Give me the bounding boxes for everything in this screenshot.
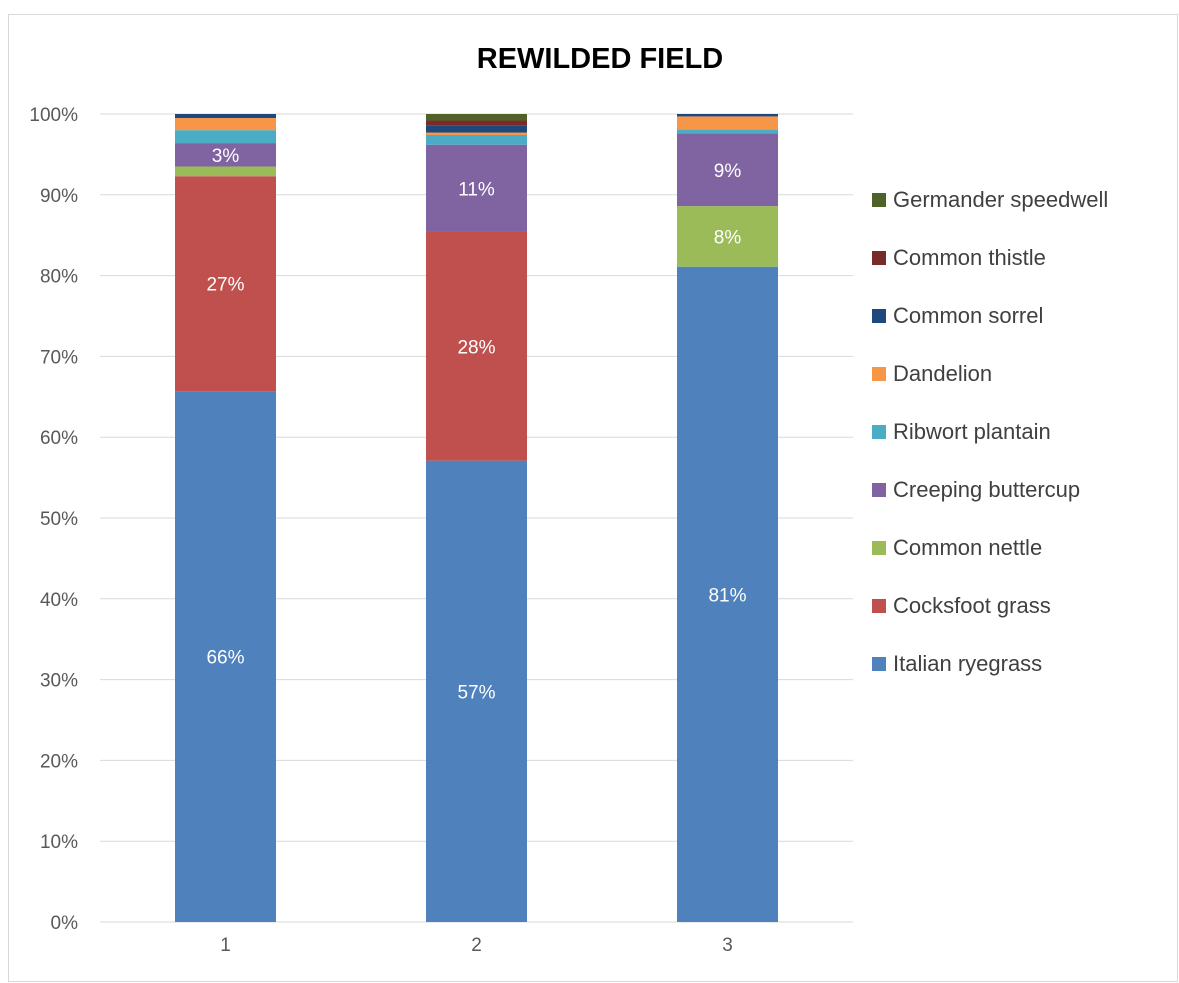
legend-label: Dandelion [893, 361, 993, 386]
legend-swatch [872, 541, 886, 555]
y-tick-label: 40% [40, 590, 78, 611]
legend-swatch [872, 425, 886, 439]
y-tick-label: 80% [40, 267, 78, 288]
legend-swatch [872, 657, 886, 671]
bar-segment [426, 120, 527, 126]
legend-swatch [872, 193, 886, 207]
bar-segment [426, 114, 527, 121]
legend-item: Dandelion [872, 359, 992, 389]
bar-segment [677, 266, 778, 922]
legend-item: Cocksfoot grass [872, 591, 1051, 621]
bar-segment [175, 114, 276, 119]
bar-segment [677, 114, 778, 117]
legend-item: Common thistle [872, 243, 1046, 273]
bar-segment [426, 460, 527, 922]
bar-segment [677, 133, 778, 207]
bar-segment [426, 231, 527, 461]
bar-segment [175, 143, 276, 167]
bar-segment [677, 129, 778, 134]
y-tick-label: 70% [40, 347, 78, 368]
y-tick-label: 100% [29, 105, 78, 126]
y-tick-label: 90% [40, 186, 78, 207]
legend-item: Ribwort plantain [872, 417, 1051, 447]
data-label: 27% [206, 275, 244, 296]
legend-label: Common thistle [893, 245, 1046, 270]
legend-item: Germander speedwell [872, 185, 1108, 215]
legend-label: Cocksfoot grass [893, 593, 1051, 618]
data-label: 11% [458, 179, 495, 200]
data-label: 9% [714, 161, 742, 182]
legend-label: Creeping buttercup [893, 477, 1081, 502]
legend-item: Italian ryegrass [872, 649, 1042, 679]
bar-segment [426, 132, 527, 136]
legend-swatch [872, 367, 886, 381]
bar-segment [677, 206, 778, 267]
legend-swatch [872, 483, 886, 497]
bar-segment [175, 176, 276, 392]
y-tick-label: 10% [40, 832, 78, 853]
legend-label: Common nettle [893, 535, 1043, 560]
bar-segment [175, 166, 276, 177]
bar-segment [175, 391, 276, 922]
legend-swatch [872, 309, 886, 323]
data-label: 28% [457, 337, 495, 358]
x-tick-label: 1 [220, 935, 231, 956]
y-tick-label: 30% [40, 671, 78, 692]
x-tick-label: 3 [722, 935, 733, 956]
y-tick-label: 20% [40, 751, 78, 772]
y-tick-label: 50% [40, 509, 78, 530]
legend-item: Common sorrel [872, 301, 1043, 331]
data-label: 3% [212, 146, 240, 167]
data-label: 66% [206, 648, 244, 669]
legend-swatch [872, 251, 886, 265]
chart-title: REWILDED FIELD [476, 43, 724, 75]
data-label: 81% [708, 585, 746, 606]
legend-label: Ribwort plantain [893, 419, 1051, 444]
data-label: 57% [457, 682, 495, 703]
bar-segment [426, 125, 527, 133]
bar-segment [175, 118, 276, 131]
bar-segment [677, 116, 778, 130]
bar-segment [426, 144, 527, 232]
y-tick-label: 60% [40, 428, 78, 449]
legend-item: Creeping buttercup [872, 475, 1080, 505]
legend-label: Common sorrel [893, 303, 1044, 328]
data-label: 8% [714, 227, 742, 248]
bar-segment [426, 135, 527, 145]
y-tick-label: 0% [51, 913, 79, 934]
x-tick-label: 2 [471, 935, 482, 956]
legend-label: Italian ryegrass [893, 651, 1043, 676]
legend-label: Germander speedwell [893, 187, 1109, 212]
legend-swatch [872, 599, 886, 613]
legend-item: Common nettle [872, 533, 1042, 563]
bar-segment [175, 130, 276, 144]
